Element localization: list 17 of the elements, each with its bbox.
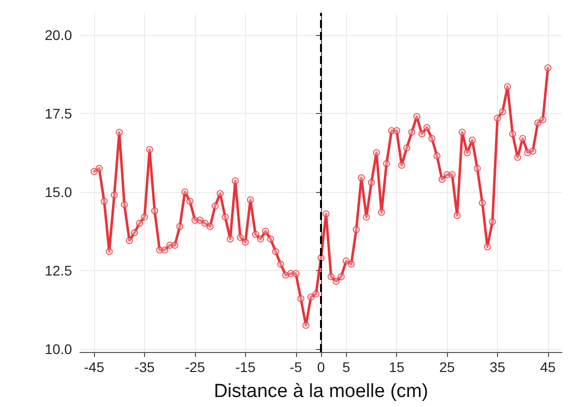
y-tick-label: 17.5 xyxy=(44,105,72,122)
y-tick-label: 10.0 xyxy=(44,340,72,357)
y-tick-label: 15.0 xyxy=(44,184,72,200)
x-tick-label: -25 xyxy=(184,359,206,375)
x-tick-label: 35 xyxy=(490,359,506,375)
x-tick-label: 5 xyxy=(342,359,350,375)
y-tick-label: 20.0 xyxy=(44,26,72,43)
x-tick-label: 15 xyxy=(388,359,405,375)
x-tick-label: 45 xyxy=(540,359,556,375)
y-tick-label: 12.5 xyxy=(44,262,72,278)
x-tick-label: 25 xyxy=(439,359,456,375)
x-tick-label: -35 xyxy=(134,359,155,375)
x-tick-label: 0 xyxy=(317,359,326,375)
x-tick-label: -5 xyxy=(290,359,302,375)
x-axis-title: Distance à la moelle (cm) xyxy=(214,381,428,402)
x-tick-label: -45 xyxy=(84,359,104,375)
x-tick-label: -15 xyxy=(235,359,256,375)
